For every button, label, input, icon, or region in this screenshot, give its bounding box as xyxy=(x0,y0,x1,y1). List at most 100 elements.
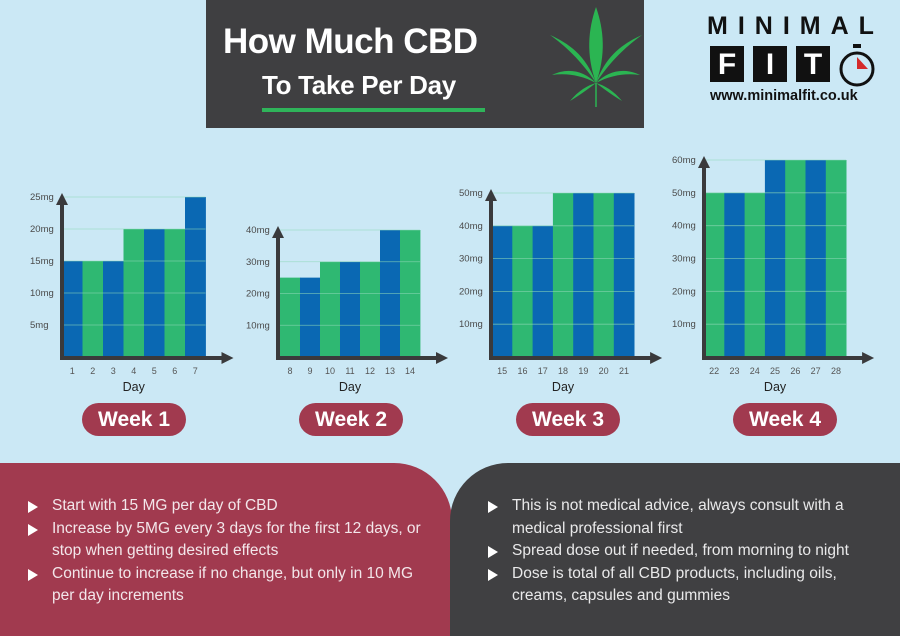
stopwatch-icon xyxy=(839,44,875,87)
bullet-text: Dose is total of all CBD products, inclu… xyxy=(512,564,837,605)
y-tick-label: 50mg xyxy=(459,188,483,199)
x-tick-label: 20 xyxy=(599,366,609,376)
y-tick-label: 60mg xyxy=(672,155,696,166)
bullet-text: Start with 15 MG per day of CBD xyxy=(52,497,278,514)
x-tick-label: 17 xyxy=(538,366,548,376)
y-tick-label: 40mg xyxy=(672,221,696,232)
logo-letter-f: F xyxy=(710,46,744,82)
bullet-text: This is not medical advice, always consu… xyxy=(512,497,844,537)
bar-day-20 xyxy=(593,193,615,357)
x-tick-label: 7 xyxy=(193,366,198,376)
bar-day-24 xyxy=(744,192,766,357)
x-tick-label: 4 xyxy=(131,366,136,376)
bar-day-7 xyxy=(185,197,206,357)
y-tick-label: 50mg xyxy=(672,188,696,199)
x-axis-arrow xyxy=(221,352,234,364)
bullet-item: This is not medical advice, always consu… xyxy=(488,495,888,540)
week-2-badge: Week 2 xyxy=(299,403,403,436)
week-4-badge: Week 4 xyxy=(733,403,837,436)
cannabis-leaf-icon xyxy=(550,7,642,107)
bullet-triangle-icon xyxy=(488,568,498,581)
minimalfit-logo[interactable]: MINIMAL F I T www.minimalfit.co.uk xyxy=(700,8,890,108)
x-tick-label: 10 xyxy=(325,366,335,376)
bullet-item: Continue to increase if no change, but o… xyxy=(28,563,428,608)
week-3-badge: Week 3 xyxy=(516,403,620,436)
y-axis-arrow xyxy=(56,193,68,205)
y-tick-label: 30mg xyxy=(672,254,696,265)
x-tick-label: 14 xyxy=(405,366,415,376)
x-tick-label: 23 xyxy=(729,366,739,376)
y-tick-label: 40mg xyxy=(459,221,483,232)
logo-letter-i: I xyxy=(753,46,787,82)
y-axis-arrow xyxy=(698,156,710,168)
bar-day-18 xyxy=(552,193,574,357)
y-tick-label: 10mg xyxy=(246,320,270,331)
logo-wordmark: MINIMAL xyxy=(707,12,884,40)
y-tick-label: 10mg xyxy=(30,288,54,299)
x-axis-label: Day xyxy=(123,380,146,394)
bar-day-2 xyxy=(82,261,104,357)
x-tick-label: 9 xyxy=(307,366,312,376)
bar-day-9 xyxy=(300,277,321,357)
y-tick-label: 15mg xyxy=(30,256,54,267)
x-tick-label: 13 xyxy=(385,366,395,376)
bullet-item: Start with 15 MG per day of CBD xyxy=(28,495,428,518)
bullet-triangle-icon xyxy=(28,568,38,581)
y-axis-arrow xyxy=(485,189,497,201)
bullet-text: Spread dose out if needed, from morning … xyxy=(512,542,849,559)
y-tick-label: 10mg xyxy=(459,319,483,330)
x-tick-label: 8 xyxy=(287,366,292,376)
page-title: How Much CBD xyxy=(223,22,478,61)
bar-day-19 xyxy=(573,193,594,357)
x-tick-label: 2 xyxy=(90,366,95,376)
bar-day-1 xyxy=(62,261,83,357)
x-tick-label: 19 xyxy=(578,366,588,376)
bullet-triangle-icon xyxy=(488,501,498,513)
bar-day-10 xyxy=(320,261,341,357)
bullet-item: Spread dose out if needed, from morning … xyxy=(488,540,888,563)
x-axis-label: Day xyxy=(764,380,787,394)
bar-day-3 xyxy=(103,261,124,357)
x-tick-label: 3 xyxy=(111,366,116,376)
bullet-triangle-icon xyxy=(488,546,498,558)
x-tick-label: 1 xyxy=(70,366,75,376)
x-axis-arrow xyxy=(862,352,875,364)
bullet-triangle-icon xyxy=(28,501,38,513)
x-tick-label: 22 xyxy=(709,366,719,376)
x-tick-label: 6 xyxy=(172,366,177,376)
page-subtitle: To Take Per Day xyxy=(262,70,456,100)
x-tick-label: 11 xyxy=(345,366,354,376)
bullet-text: Continue to increase if no change, but o… xyxy=(52,564,414,605)
x-tick-label: 24 xyxy=(750,366,760,376)
dosage-guidance-panel: Start with 15 MG per day of CBD Increase… xyxy=(0,463,452,636)
x-tick-label: 5 xyxy=(152,366,157,376)
y-tick-label: 30mg xyxy=(459,254,483,265)
y-tick-label: 25mg xyxy=(30,192,54,203)
y-tick-label: 20mg xyxy=(30,224,54,235)
logo-letter-t: T xyxy=(796,46,830,82)
x-axis-label: Day xyxy=(552,380,575,394)
x-tick-label: 28 xyxy=(831,366,841,376)
x-tick-label: 16 xyxy=(517,366,527,376)
logo-url[interactable]: www.minimalfit.co.uk xyxy=(710,88,858,104)
bullet-triangle-icon xyxy=(28,523,38,536)
title-underline xyxy=(262,108,485,112)
y-tick-label: 30mg xyxy=(246,257,270,268)
bullet-text: Increase by 5MG every 3 days for the fir… xyxy=(52,519,421,560)
y-tick-label: 5mg xyxy=(30,320,48,331)
y-tick-label: 10mg xyxy=(672,319,696,330)
bar-day-22 xyxy=(704,192,725,357)
x-tick-label: 18 xyxy=(558,366,568,376)
x-axis-label: Day xyxy=(339,380,362,394)
header-banner: How Much CBD To Take Per Day xyxy=(206,0,644,128)
x-tick-label: 21 xyxy=(619,366,629,376)
bar-day-11 xyxy=(340,261,361,357)
y-tick-label: 40mg xyxy=(246,225,270,236)
x-axis-arrow xyxy=(650,352,663,364)
y-tick-label: 20mg xyxy=(246,289,270,300)
x-tick-label: 25 xyxy=(770,366,780,376)
x-axis-arrow xyxy=(436,352,448,364)
bar-day-23 xyxy=(724,192,745,357)
y-tick-label: 20mg xyxy=(459,286,483,297)
x-tick-label: 26 xyxy=(790,366,800,376)
